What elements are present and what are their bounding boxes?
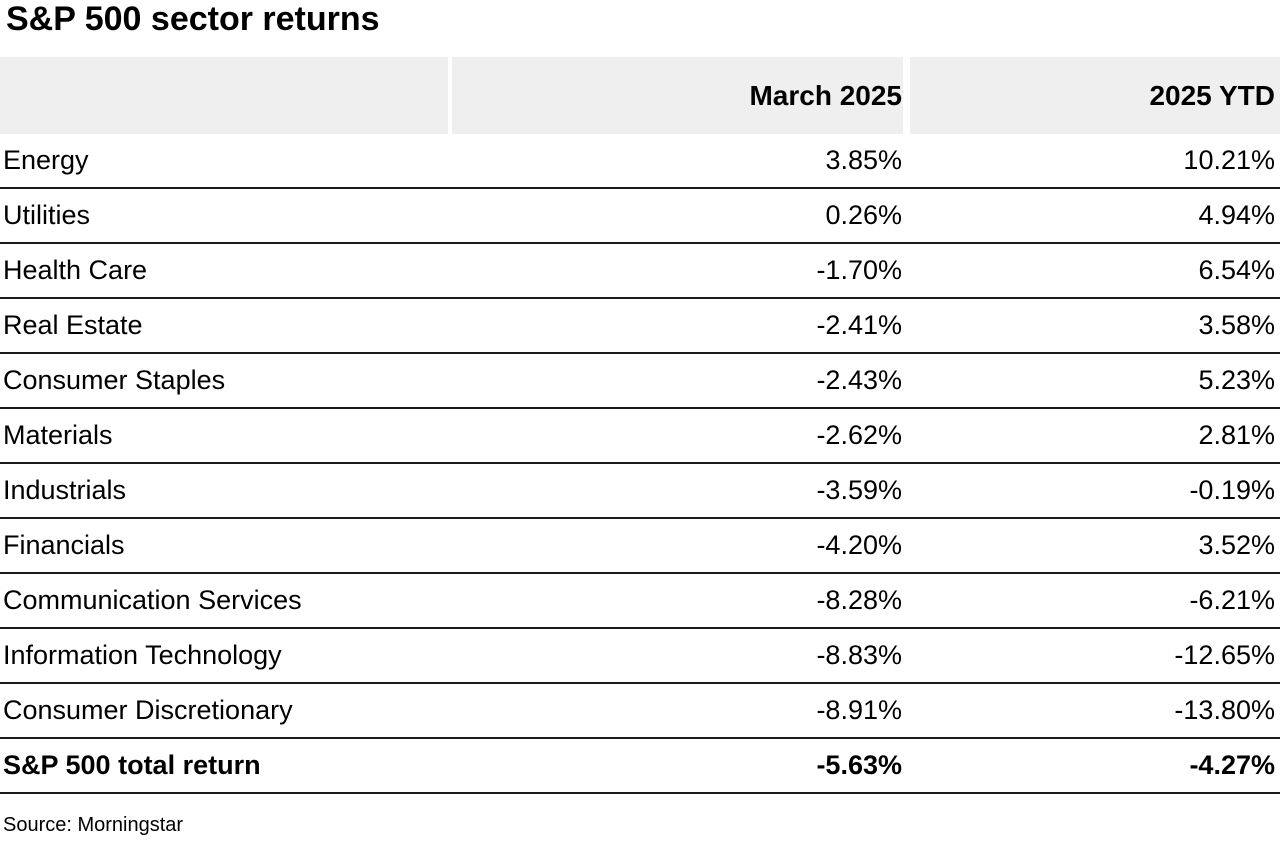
- sector-label: Financials: [3, 530, 125, 560]
- sector-label: Communication Services: [3, 585, 302, 615]
- column-header-2025-ytd: 2025 YTD: [910, 57, 1280, 134]
- march-value: -8.83%: [816, 640, 902, 670]
- ytd-value: -0.19%: [1189, 475, 1275, 505]
- march-value: 0.26%: [825, 200, 902, 230]
- sector-label: Utilities: [3, 200, 91, 230]
- sector-label: Energy: [3, 145, 89, 175]
- table-row-information-technology: Information Technology -8.83% -12.65%: [0, 629, 1280, 684]
- ytd-value: 3.58%: [1198, 310, 1275, 340]
- ytd-value: 2.81%: [1198, 420, 1275, 450]
- table-row-consumer-staples: Consumer Staples -2.43% 5.23%: [0, 354, 1280, 409]
- table-row-consumer-discretionary: Consumer Discretionary -8.91% -13.80%: [0, 684, 1280, 739]
- table-row-real-estate: Real Estate -2.41% 3.58%: [0, 299, 1280, 354]
- march-value: -2.62%: [816, 420, 902, 450]
- march-value: -4.20%: [816, 530, 902, 560]
- ytd-value: -4.27%: [1189, 750, 1275, 780]
- ytd-value: -13.80%: [1174, 695, 1275, 725]
- sector-label: S&P 500 total return: [3, 750, 261, 780]
- march-value: 3.85%: [825, 145, 902, 175]
- sector-label: Materials: [3, 420, 113, 450]
- sector-label: Consumer Discretionary: [3, 695, 293, 725]
- column-header-march-2025: March 2025: [452, 57, 903, 134]
- sector-label: Health Care: [3, 255, 148, 285]
- table-row-financials: Financials -4.20% 3.52%: [0, 519, 1280, 574]
- table-row-total-return: S&P 500 total return -5.63% -4.27%: [0, 739, 1280, 794]
- ytd-value: 6.54%: [1198, 255, 1275, 285]
- source-note: Source: Morningstar: [3, 814, 184, 836]
- ytd-value: 3.52%: [1198, 530, 1275, 560]
- march-value: -5.63%: [816, 750, 902, 780]
- table-row-materials: Materials -2.62% 2.81%: [0, 409, 1280, 464]
- march-value: -8.91%: [816, 695, 902, 725]
- table-row-communication-services: Communication Services -8.28% -6.21%: [0, 574, 1280, 629]
- ytd-value: -12.65%: [1174, 640, 1275, 670]
- page-title: S&P 500 sector returns: [6, 0, 380, 38]
- ytd-value: 4.94%: [1198, 200, 1275, 230]
- ytd-value: 5.23%: [1198, 365, 1275, 395]
- sector-label: Industrials: [3, 475, 127, 505]
- sector-label: Consumer Staples: [3, 365, 226, 395]
- table-row-energy: Energy 3.85% 10.21%: [0, 134, 1280, 189]
- table-row-health-care: Health Care -1.70% 6.54%: [0, 244, 1280, 299]
- ytd-value: -6.21%: [1189, 585, 1275, 615]
- table-body: Energy 3.85% 10.21% Utilities 0.26% 4.94…: [0, 134, 1280, 794]
- table-row-industrials: Industrials -3.59% -0.19%: [0, 464, 1280, 519]
- march-value: -3.59%: [816, 475, 902, 505]
- sector-label: Real Estate: [3, 310, 143, 340]
- march-value: -1.70%: [816, 255, 902, 285]
- sector-label: Information Technology: [3, 640, 282, 670]
- header-cell-sector: [0, 57, 448, 134]
- table-header-row: March 2025 2025 YTD: [0, 57, 1280, 134]
- march-value: -8.28%: [816, 585, 902, 615]
- march-value: -2.43%: [816, 365, 902, 395]
- table-row-utilities: Utilities 0.26% 4.94%: [0, 189, 1280, 244]
- march-value: -2.41%: [816, 310, 902, 340]
- ytd-value: 10.21%: [1183, 145, 1275, 175]
- header-column-gap: [448, 57, 452, 134]
- header-column-gap: [903, 57, 910, 134]
